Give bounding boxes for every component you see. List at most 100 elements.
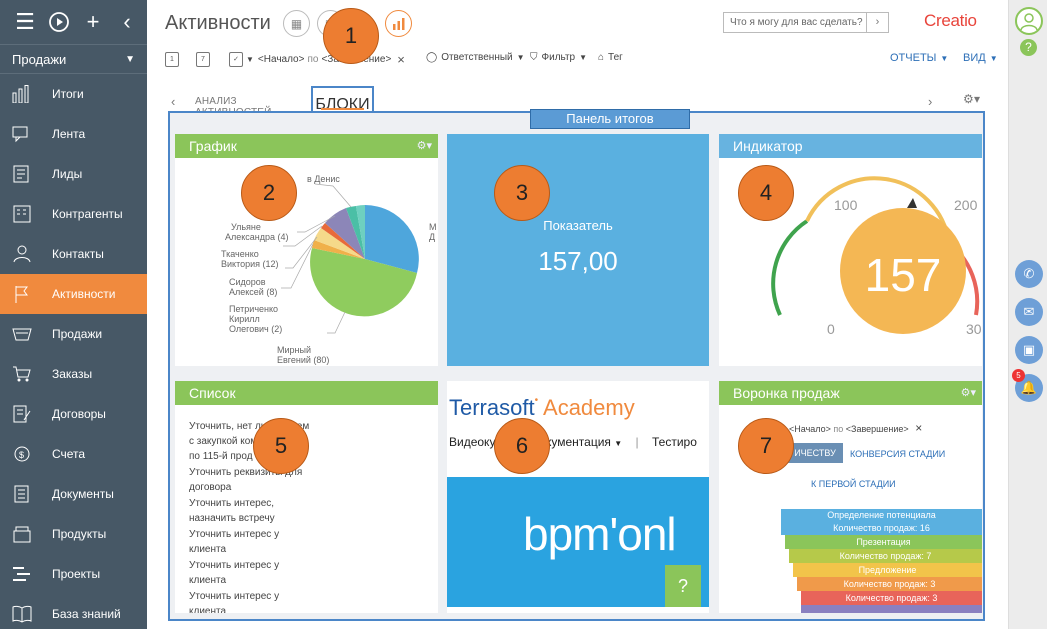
sidebar-item-9[interactable]: $ Счета xyxy=(0,434,147,474)
active-tab-underline xyxy=(321,108,364,110)
to-first-stage-button[interactable]: К ПЕРВОЙ СТАДИИ xyxy=(811,479,896,489)
pie-slice-ulyanenko[interactable] xyxy=(325,208,365,259)
web-page-widget: Terrasoft• Academy Видеокур окументация … xyxy=(447,381,709,613)
pie-chart: в Денис Ульяне Александра (4) Ткаченко В… xyxy=(221,174,437,365)
communication-panel: ? ✆ ✉ ▣ 🔔 5 xyxy=(1008,0,1047,629)
metric-widget: Показатель 157,00 xyxy=(447,134,709,366)
sidebar-item-3[interactable]: Контрагенты xyxy=(0,194,147,234)
sidebar-item-11[interactable]: Продукты xyxy=(0,514,147,554)
pie-slice-tkachenko[interactable] xyxy=(321,223,365,259)
pie-slice-mirny[interactable] xyxy=(310,248,417,317)
sidebar-item-label: Контрагенты xyxy=(52,207,123,221)
funnel-period-filter[interactable]: <Начало> по <Завершение> × xyxy=(789,421,923,435)
calendar-view-icon[interactable]: ▦ xyxy=(283,10,310,37)
owner-filter[interactable]: ◯ Ответственный ▼ xyxy=(426,52,525,63)
pie-slice-petrichenko[interactable] xyxy=(312,240,365,259)
hamburger-menu-icon[interactable]: ☰ xyxy=(15,9,35,34)
workspace-selector[interactable]: Продажи ▼ xyxy=(0,44,147,74)
annotation-marker-1: 1 xyxy=(323,8,379,64)
list-item-line: клиента xyxy=(189,544,227,555)
add-icon[interactable]: + xyxy=(86,9,100,34)
stage-conversion-button[interactable]: КОНВЕРСИЯ СТАДИИ xyxy=(850,449,946,459)
week-filter-icon[interactable]: 7 xyxy=(196,52,210,67)
menu-testing[interactable]: Тестиро xyxy=(652,435,697,449)
funnel-stage-count: Количество продаж: 16 xyxy=(833,523,930,533)
pie-slice-denis[interactable] xyxy=(346,206,365,259)
command-search-input[interactable]: Что я могу для вас сделать? › xyxy=(723,12,889,33)
list-item[interactable]: Уточнить реквизиты для договора xyxy=(189,465,438,495)
sidebar-item-6[interactable]: Продажи xyxy=(0,314,147,354)
annotation-marker-2: 2 xyxy=(241,165,297,221)
annotation-marker-3: 3 xyxy=(494,165,550,221)
pie-slice-1[interactable] xyxy=(365,205,419,273)
phone-icon[interactable]: ✆ xyxy=(1015,260,1043,288)
funnel-stage[interactable]: Предложение xyxy=(793,563,982,577)
period-start[interactable]: <Начало> xyxy=(257,54,305,65)
collapse-chevron-icon[interactable]: ‹ xyxy=(123,9,131,34)
list-item[interactable]: Уточнить интерес у клиента xyxy=(189,589,438,613)
dashboard-panel: График ⚙▾ в Денис xyxy=(168,111,985,621)
funnel-stage-label: Количество продаж: 7 xyxy=(839,551,932,561)
dashboard-settings-gear-icon[interactable]: ⚙▾ xyxy=(963,92,981,106)
play-process-icon[interactable] xyxy=(44,7,74,37)
help-icon[interactable]: ? xyxy=(1020,39,1037,56)
day-filter-icon[interactable]: 1 xyxy=(165,52,179,67)
sidebar-item-1[interactable]: Лента xyxy=(0,114,147,154)
indicator-widget-header: Индикатор xyxy=(719,134,982,158)
pie-label-sidorov: Сидоров Алексей (8) xyxy=(229,277,277,297)
funnel-stage[interactable]: Количество продаж: 7 xyxy=(789,549,982,563)
period-filter-icon[interactable]: ✓ xyxy=(229,52,243,67)
menu-video-courses[interactable]: Видеокур xyxy=(449,435,502,449)
search-arrow-icon[interactable]: › xyxy=(866,13,888,32)
list-item-line: Уточнить интерес у xyxy=(189,529,280,540)
sidebar-item-0[interactable]: Итоги xyxy=(0,74,147,114)
clear-period-icon[interactable]: × xyxy=(397,52,405,67)
funnel-stage[interactable]: Количество продаж: 3 xyxy=(801,591,982,605)
tab-blocks[interactable]: БЛОКИ xyxy=(311,86,374,113)
pie-label-mirny: Мирный Евгений (80) xyxy=(277,345,329,365)
funnel-stage[interactable]: Количество продаж: 3 xyxy=(797,577,982,591)
funnel-stage[interactable]: Презентация xyxy=(785,535,982,549)
funnel-stage[interactable] xyxy=(801,605,982,613)
analytics-view-icon[interactable] xyxy=(385,10,412,37)
metric-value: 157,00 xyxy=(538,246,618,276)
widget-settings-gear-icon[interactable]: ⚙▾ xyxy=(416,140,432,152)
list-item[interactable]: Уточнить, нет ли проблем с закупкой ком по… xyxy=(189,419,438,464)
sidebar-item-10[interactable]: Документы xyxy=(0,474,147,514)
clear-period-icon[interactable]: × xyxy=(915,421,923,435)
chart-widget-title: График xyxy=(189,138,237,154)
list-item[interactable]: Уточнить интерес, назначить встречу xyxy=(189,496,438,526)
help-button[interactable]: ? xyxy=(665,565,701,607)
chat-icon[interactable]: ▣ xyxy=(1015,336,1043,364)
by-quantity-button[interactable]: ИЧЕСТВУ xyxy=(787,443,843,463)
sidebar-item-2[interactable]: Лиды xyxy=(0,154,147,194)
sidebar-item-5[interactable]: Активности xyxy=(0,274,147,314)
tabs-prev-icon[interactable]: ‹ xyxy=(171,94,176,109)
metric-label: Показатель xyxy=(543,218,613,233)
list-item[interactable]: Уточнить интерес у клиента xyxy=(189,558,438,588)
filter-button[interactable]: ⛉ Фильтр ▼ xyxy=(530,52,587,63)
period-filter[interactable]: ▼ <Начало> по <Завершение> × xyxy=(246,52,405,67)
tag-button[interactable]: ⌂ Тег xyxy=(598,52,623,63)
email-icon[interactable]: ✉ xyxy=(1015,298,1043,326)
reports-label: ОТЧЕТЫ xyxy=(890,52,937,64)
profile-avatar[interactable] xyxy=(1015,7,1043,35)
sidebar-item-7[interactable]: Заказы xyxy=(0,354,147,394)
sidebar-item-4[interactable]: Контакты xyxy=(0,234,147,274)
list-item[interactable]: Уточнить интерес у клиента xyxy=(189,527,438,557)
notification-count-badge: 5 xyxy=(1012,369,1025,382)
funnel-stage-label: Предложение xyxy=(858,565,917,575)
sidebar-item-12[interactable]: Проекты xyxy=(0,554,147,594)
annotation-marker-6: 6 xyxy=(494,418,550,474)
reports-button[interactable]: ОТЧЕТЫ ▼ xyxy=(890,52,948,64)
annotation-marker-7: 7 xyxy=(738,418,794,474)
tabs-next-icon[interactable]: › xyxy=(928,94,933,109)
view-button[interactable]: ВИД ▼ xyxy=(963,52,998,64)
widget-settings-gear-icon[interactable]: ⚙▾ xyxy=(960,387,976,399)
funnel-stage[interactable]: Определение потенциала Количество продаж:… xyxy=(781,509,982,535)
pie-slice-sidorov[interactable] xyxy=(314,228,365,259)
sidebar-item-8[interactable]: Договоры xyxy=(0,394,147,434)
sidebar-item-13[interactable]: База знаний xyxy=(0,594,147,634)
pie-slice-other[interactable] xyxy=(356,205,365,259)
menu-documentation[interactable]: окументация xyxy=(539,435,611,449)
